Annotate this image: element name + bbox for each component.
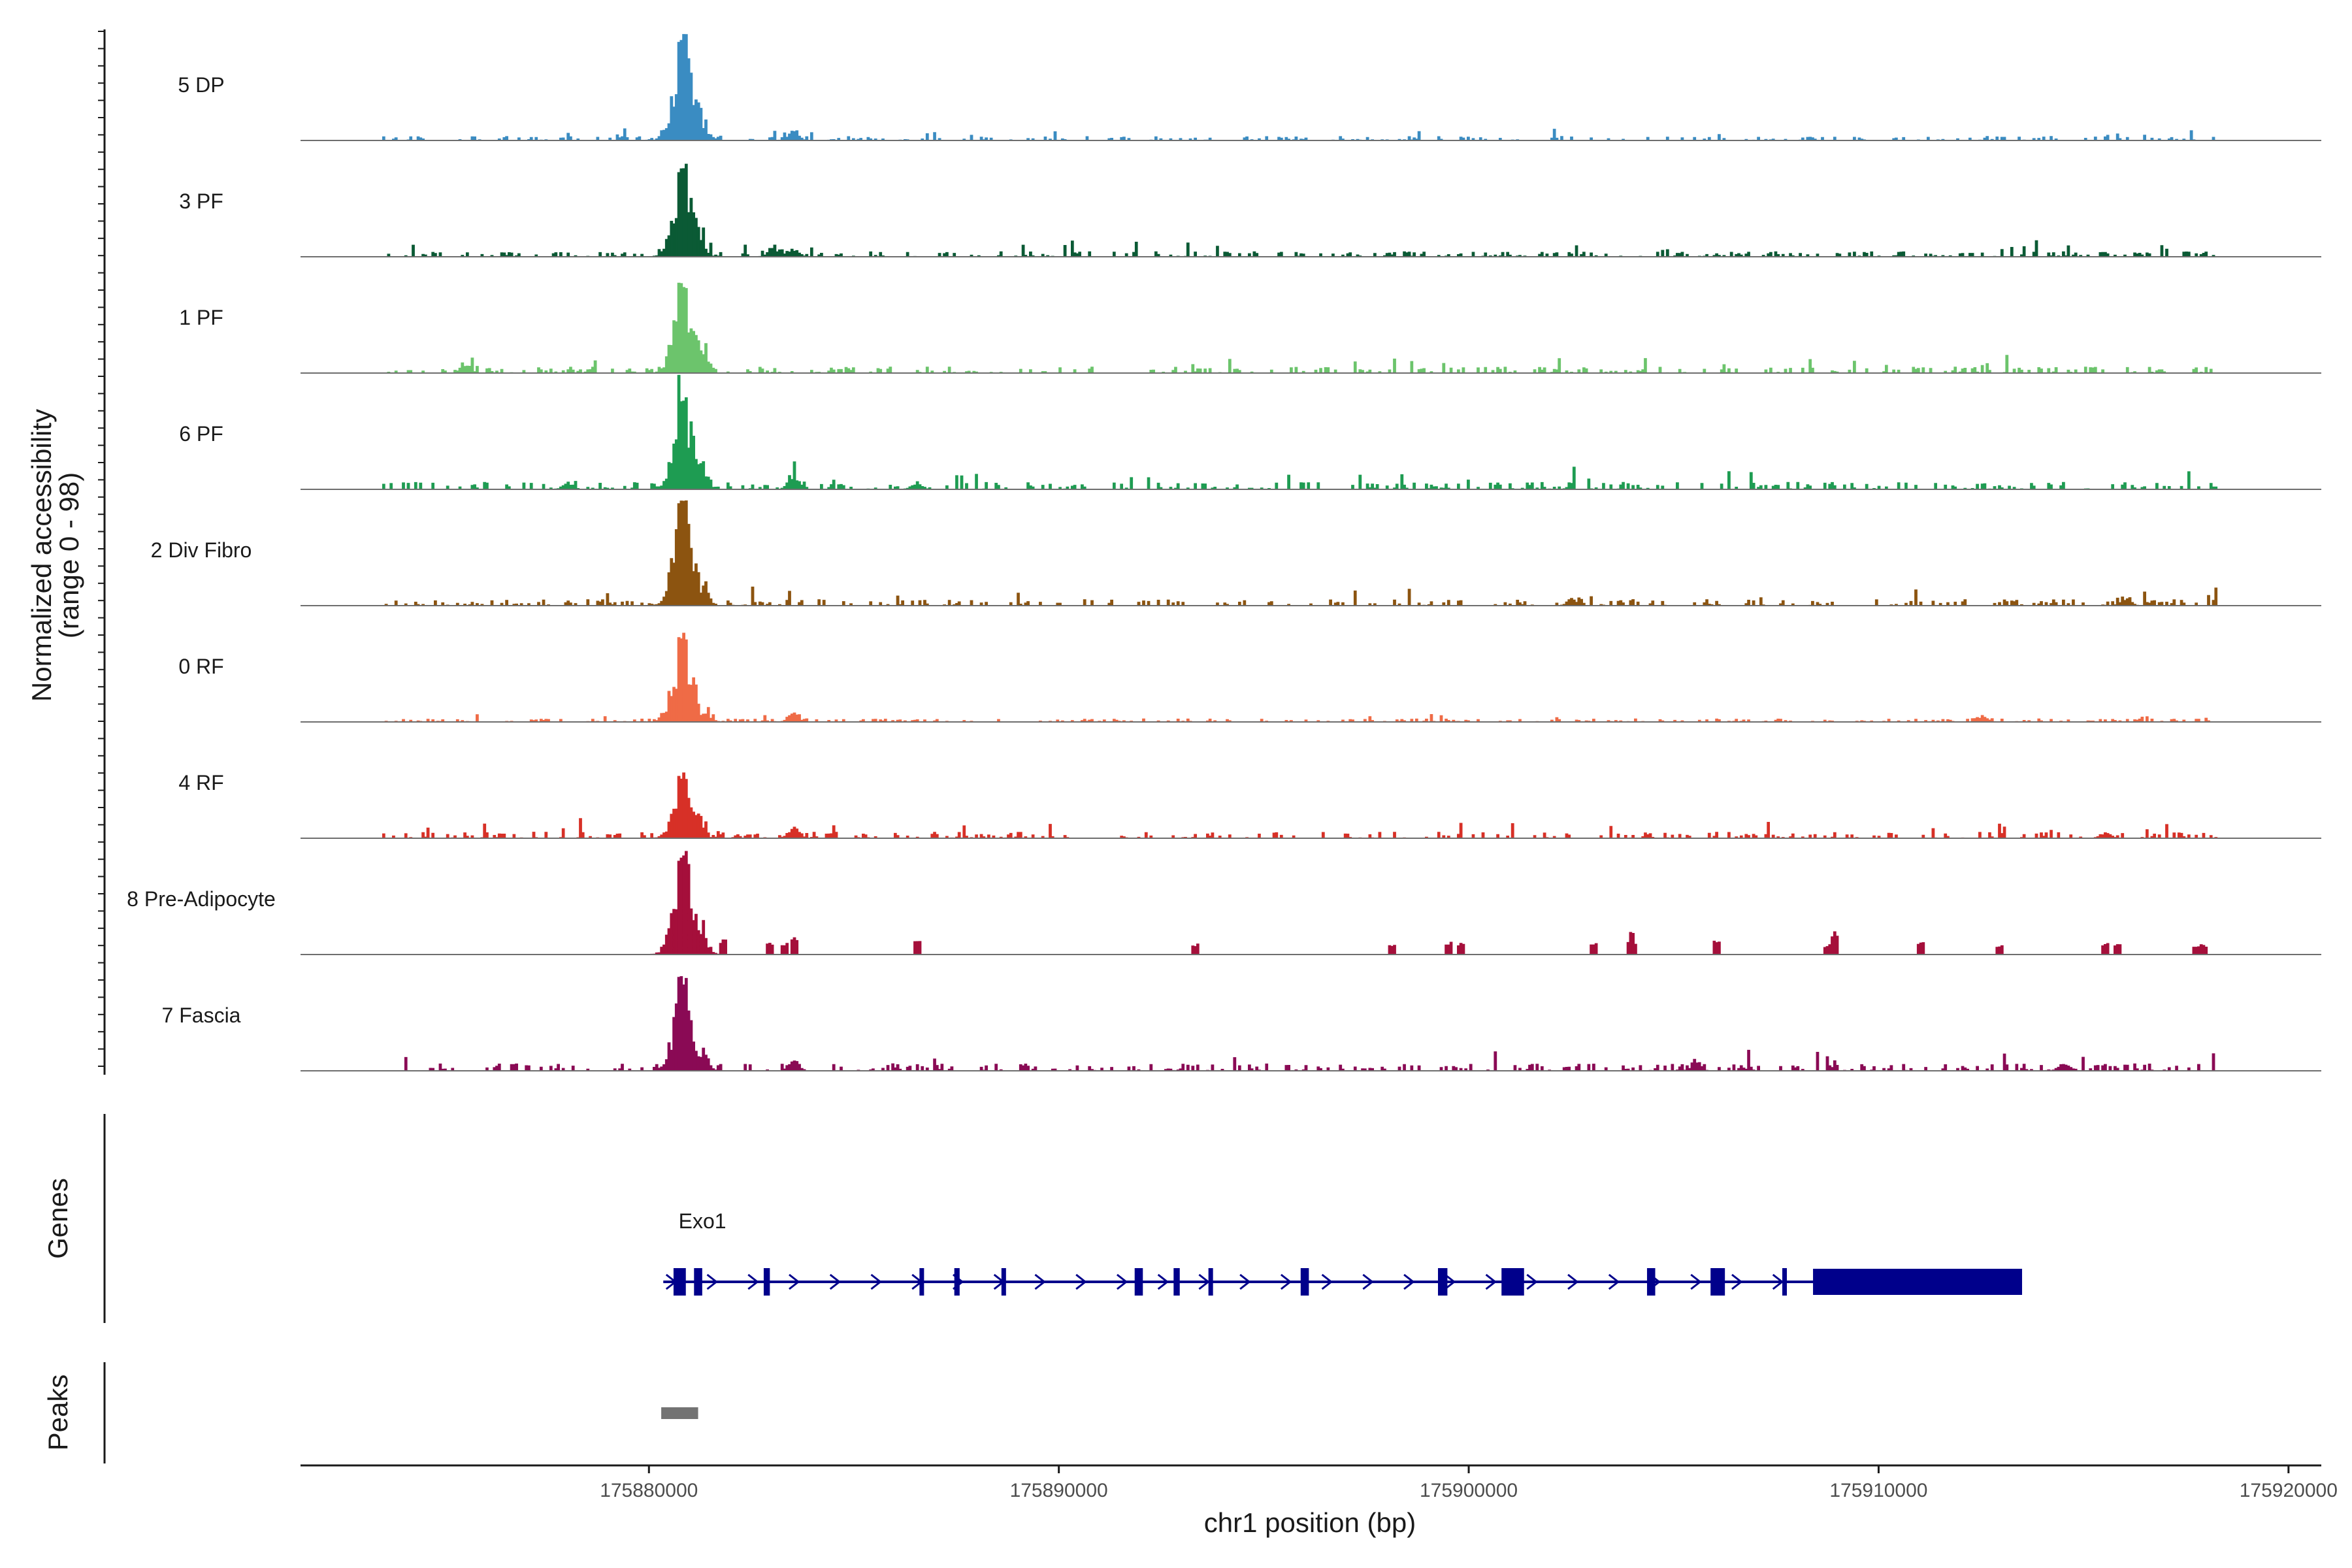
gene-track xyxy=(663,1268,2023,1296)
genes-panel-label: Genes xyxy=(42,1178,73,1259)
track-label: 8 Pre-Adipocyte xyxy=(127,887,276,911)
gene-exon xyxy=(673,1268,686,1296)
y-axis-title-line1: Normalized accessibility xyxy=(26,409,57,702)
strand-arrow xyxy=(1280,1273,1292,1290)
strand-arrow xyxy=(747,1273,759,1290)
x-tick-label: 175880000 xyxy=(600,1480,698,1501)
strand-arrow xyxy=(1608,1273,1620,1290)
peak-track xyxy=(661,1407,698,1419)
coverage-signal xyxy=(382,772,2218,839)
strand-arrow xyxy=(1198,1273,1210,1290)
coverage-track: 6 PF xyxy=(179,374,2321,490)
coverage-track: 8 Pre-Adipocyte xyxy=(127,851,2321,955)
strand-arrow xyxy=(706,1273,718,1290)
strand-arrow xyxy=(1116,1273,1128,1290)
gene-exon xyxy=(694,1268,702,1296)
strand-arrow xyxy=(1731,1273,1743,1290)
strand-arrow xyxy=(1526,1273,1538,1290)
coverage-track: 5 DP xyxy=(178,34,2321,141)
gene-exon xyxy=(919,1268,924,1296)
gene-exon xyxy=(1782,1268,1787,1296)
strand-arrow xyxy=(1403,1273,1415,1290)
strand-arrow xyxy=(1567,1273,1579,1290)
x-tick-label: 175890000 xyxy=(1010,1480,1108,1501)
coverage-tracks: 5 DP 3 PF 1 PF 6 PF 2 Div Fibro 0 RF 4 RF 8 Pre… xyxy=(127,34,2321,1071)
strand-arrow xyxy=(1034,1273,1046,1290)
x-tick-label: 175910000 xyxy=(1829,1480,1927,1501)
gene-exon xyxy=(1001,1268,1006,1296)
x-tick-label: 175920000 xyxy=(2240,1480,2338,1501)
strand-arrow xyxy=(870,1273,882,1290)
coverage-signal xyxy=(382,34,2217,141)
strand-arrow xyxy=(1690,1273,1702,1290)
gene-exon xyxy=(1501,1268,1524,1296)
coverage-signal xyxy=(382,851,2217,955)
coverage-track: 7 Fascia xyxy=(162,976,2321,1071)
x-axis-title: chr1 position (bp) xyxy=(1204,1507,1416,1538)
coverage-signal xyxy=(382,163,2217,257)
strand-arrow xyxy=(829,1273,841,1290)
strand-arrow xyxy=(1075,1273,1087,1290)
strand-arrow xyxy=(1157,1273,1169,1290)
coverage-signal xyxy=(382,632,2217,723)
x-tick-label: 175900000 xyxy=(1420,1480,1518,1501)
gene-exon xyxy=(1437,1268,1448,1296)
peak-region xyxy=(661,1407,698,1419)
gene-exon xyxy=(1710,1268,1725,1296)
coverage-track: 0 RF xyxy=(178,632,2321,723)
track-label: 2 Div Fibro xyxy=(151,538,252,562)
strand-arrow xyxy=(1772,1273,1784,1290)
gene-exon xyxy=(1646,1268,1656,1296)
strand-arrow xyxy=(1239,1273,1251,1290)
peaks-panel-label: Peaks xyxy=(42,1375,73,1451)
gene-exon xyxy=(954,1268,960,1296)
gene-exon xyxy=(763,1268,770,1296)
track-label: 6 PF xyxy=(179,422,223,446)
strand-arrow xyxy=(789,1273,800,1290)
x-axis-ticks: 175880000 175890000 175900000 175910000 1759… xyxy=(600,1465,2338,1501)
track-label: 7 Fascia xyxy=(162,1004,241,1027)
track-label: 5 DP xyxy=(178,73,224,97)
gene-name-label: Exo1 xyxy=(679,1209,727,1233)
strand-arrow xyxy=(1321,1273,1333,1290)
gene-exon xyxy=(1134,1268,1143,1296)
coverage-track: 1 PF xyxy=(179,282,2321,374)
track-label: 3 PF xyxy=(179,189,223,213)
y-axis-title: Normalized accessibility (range 0 - 98) xyxy=(26,409,84,702)
track-label: 1 PF xyxy=(179,306,223,329)
strand-arrow xyxy=(1362,1273,1374,1290)
coverage-signal xyxy=(382,500,2218,606)
y-axis-title-line2: (range 0 - 98) xyxy=(54,472,84,638)
coverage-signal xyxy=(382,374,2218,490)
gene-exon xyxy=(1813,1269,2023,1295)
gene-exon xyxy=(1208,1268,1213,1296)
coverage-signal xyxy=(382,282,2217,374)
track-label: 4 RF xyxy=(178,771,223,794)
strand-arrow xyxy=(1444,1273,1456,1290)
track-label: 0 RF xyxy=(178,655,223,678)
coverage-track: 3 PF xyxy=(179,163,2321,257)
coverage-track: 4 RF xyxy=(178,771,2321,839)
gene-exon xyxy=(1300,1268,1309,1296)
coverage-signal xyxy=(382,976,2217,1071)
coverage-track: 2 Div Fibro xyxy=(151,500,2321,606)
gene-exon xyxy=(1173,1268,1180,1296)
strand-arrow xyxy=(1485,1273,1497,1290)
y-axis-ticks xyxy=(98,31,105,1067)
